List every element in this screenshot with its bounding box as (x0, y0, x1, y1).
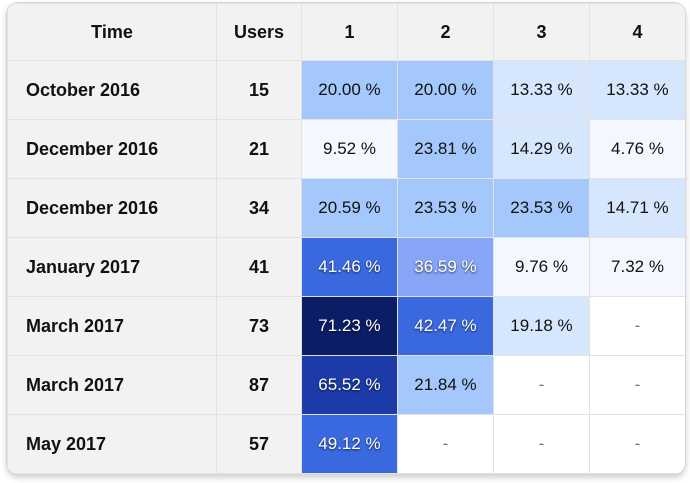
retention-cell: 20.00 % (301, 60, 398, 120)
table-row: October 2016 15 20.00 % 20.00 % 13.33 % … (7, 60, 685, 120)
retention-cell: - (397, 414, 494, 474)
retention-cell: 13.33 % (589, 60, 685, 120)
row-time: March 2017 (7, 296, 217, 356)
retention-cell: 36.59 % (397, 237, 494, 297)
header-period-1[interactable]: 1 (301, 3, 398, 61)
header-row: Time Users 1 2 3 4 (7, 3, 685, 61)
header-period-2[interactable]: 2 (397, 3, 494, 61)
row-users: 73 (216, 296, 302, 356)
header-period-3[interactable]: 3 (493, 3, 590, 61)
retention-cell: 20.00 % (397, 60, 494, 120)
row-users: 57 (216, 414, 302, 474)
row-time: March 2017 (7, 355, 217, 415)
table-row: January 2017 41 41.46 % 36.59 % 9.76 % 7… (7, 237, 685, 297)
row-users: 21 (216, 119, 302, 179)
header-period-4[interactable]: 4 (589, 3, 685, 61)
retention-cell: 20.59 % (301, 178, 398, 238)
retention-cell: 49.12 % (301, 414, 398, 474)
retention-cell: 42.47 % (397, 296, 494, 356)
retention-cell: - (589, 414, 685, 474)
retention-cell: 9.76 % (493, 237, 590, 297)
table-row: May 2017 57 49.12 % - - - (7, 414, 685, 474)
retention-cell: 23.53 % (397, 178, 494, 238)
table-row: March 2017 87 65.52 % 21.84 % - - (7, 355, 685, 415)
table-body: October 2016 15 20.00 % 20.00 % 13.33 % … (7, 60, 685, 474)
retention-cell: 41.46 % (301, 237, 398, 297)
table-header: Time Users 1 2 3 4 (7, 3, 685, 61)
row-time: January 2017 (7, 237, 217, 297)
retention-cell: 14.71 % (589, 178, 685, 238)
retention-cell: 4.76 % (589, 119, 685, 179)
row-time: May 2017 (7, 414, 217, 474)
retention-cell: 65.52 % (301, 355, 398, 415)
header-time[interactable]: Time (7, 3, 217, 61)
table-row: December 2016 34 20.59 % 23.53 % 23.53 %… (7, 178, 685, 238)
cohort-retention-table: Time Users 1 2 3 4 October 2016 15 20.00… (7, 3, 685, 474)
row-time: December 2016 (7, 119, 217, 179)
retention-cell: 14.29 % (493, 119, 590, 179)
table-row: March 2017 73 71.23 % 42.47 % 19.18 % - (7, 296, 685, 356)
row-users: 87 (216, 355, 302, 415)
retention-cell: 9.52 % (301, 119, 398, 179)
row-users: 41 (216, 237, 302, 297)
retention-cell: 19.18 % (493, 296, 590, 356)
retention-cell: - (493, 414, 590, 474)
cohort-table-panel: Time Users 1 2 3 4 October 2016 15 20.00… (6, 2, 686, 475)
retention-cell: 7.32 % (589, 237, 685, 297)
retention-cell: 21.84 % (397, 355, 494, 415)
retention-cell: - (589, 355, 685, 415)
retention-cell: - (589, 296, 685, 356)
retention-cell: 71.23 % (301, 296, 398, 356)
retention-cell: - (493, 355, 590, 415)
retention-cell: 23.81 % (397, 119, 494, 179)
header-users[interactable]: Users (216, 3, 302, 61)
table-row: December 2016 21 9.52 % 23.81 % 14.29 % … (7, 119, 685, 179)
retention-cell: 23.53 % (493, 178, 590, 238)
retention-cell: 13.33 % (493, 60, 590, 120)
row-users: 15 (216, 60, 302, 120)
row-time: October 2016 (7, 60, 217, 120)
row-time: December 2016 (7, 178, 217, 238)
row-users: 34 (216, 178, 302, 238)
